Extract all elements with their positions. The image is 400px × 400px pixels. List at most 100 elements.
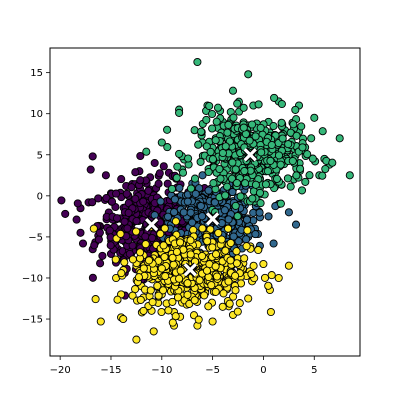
data-point: [167, 184, 177, 193]
data-point: [157, 264, 166, 273]
data-point: [101, 171, 110, 180]
data-point: [183, 197, 192, 206]
data-point: [204, 167, 213, 177]
y-tick-label: 10: [30, 109, 43, 120]
centroid-cross: [183, 263, 197, 277]
data-point: [248, 120, 257, 129]
data-point: [288, 156, 297, 166]
points-layer: [57, 57, 354, 344]
data-point: [207, 281, 216, 290]
data-point: [247, 269, 256, 279]
data-point: [297, 122, 306, 131]
data-point: [113, 295, 122, 304]
data-point: [256, 199, 265, 208]
data-point: [172, 173, 181, 182]
data-point: [217, 235, 226, 244]
data-point: [307, 134, 316, 143]
data-point: [86, 165, 95, 174]
data-point: [251, 132, 260, 141]
data-point: [266, 156, 275, 165]
data-point: [164, 306, 173, 315]
data-point: [88, 152, 97, 161]
data-point: [335, 134, 344, 143]
data-point: [202, 115, 211, 124]
x-tick-label: −5: [205, 365, 220, 376]
data-point: [318, 171, 327, 180]
data-point: [148, 298, 157, 307]
cluster-3-points: [142, 57, 354, 221]
data-point: [208, 243, 217, 252]
data-point: [218, 302, 227, 311]
x-tick-label: −20: [50, 365, 71, 376]
x-tick-label: 0: [260, 365, 266, 376]
data-point: [186, 208, 195, 217]
data-point: [198, 212, 207, 221]
data-point: [214, 228, 223, 238]
plot-area-frame: [49, 47, 361, 357]
data-point: [242, 215, 252, 224]
data-point: [231, 165, 240, 174]
data-point: [168, 253, 177, 262]
data-point: [223, 182, 232, 191]
data-point: [186, 236, 195, 245]
data-point: [163, 143, 172, 152]
y-tick-label: 5: [37, 150, 43, 161]
data-point: [159, 162, 168, 171]
data-point: [264, 281, 273, 290]
data-point: [171, 217, 180, 226]
data-point: [194, 140, 203, 149]
data-point: [132, 216, 141, 226]
data-point: [212, 272, 222, 281]
data-point: [159, 241, 168, 250]
data-point: [269, 239, 278, 248]
data-point: [267, 140, 276, 150]
data-point: [98, 251, 107, 260]
data-point: [155, 169, 164, 178]
data-point: [146, 286, 155, 295]
data-point: [244, 70, 253, 79]
data-point: [150, 158, 159, 168]
data-point: [211, 250, 221, 259]
data-point: [173, 162, 182, 171]
data-point: [96, 259, 105, 268]
data-point: [228, 86, 238, 95]
data-point: [284, 140, 293, 149]
data-point: [88, 273, 97, 282]
data-point: [297, 186, 307, 195]
data-point: [154, 291, 163, 300]
data-point: [116, 229, 125, 238]
data-point: [274, 151, 284, 160]
data-point: [198, 224, 207, 233]
y-tick-label: −10: [22, 273, 43, 284]
data-point: [255, 188, 265, 197]
data-point: [156, 229, 165, 238]
data-point: [96, 317, 105, 326]
data-point: [213, 103, 223, 112]
data-point: [240, 166, 249, 176]
data-point: [136, 176, 145, 185]
data-point: [120, 258, 129, 267]
data-point: [269, 121, 278, 131]
data-point: [175, 149, 184, 158]
data-point: [142, 147, 151, 156]
data-point: [261, 180, 270, 189]
data-point: [202, 266, 212, 275]
data-point: [195, 276, 204, 285]
data-point: [289, 120, 298, 129]
data-point: [229, 232, 238, 241]
data-point: [232, 247, 241, 256]
data-point: [328, 158, 337, 167]
data-point: [224, 120, 233, 129]
data-point: [106, 241, 115, 250]
x-tick-label: −15: [100, 365, 121, 376]
data-point: [128, 241, 137, 250]
data-point: [278, 134, 287, 143]
data-point: [185, 299, 194, 308]
data-point: [235, 299, 244, 308]
data-point: [259, 259, 268, 269]
data-point: [175, 108, 184, 117]
data-point: [216, 174, 225, 183]
data-point: [61, 209, 70, 218]
data-point: [291, 220, 301, 229]
data-point: [318, 127, 327, 136]
